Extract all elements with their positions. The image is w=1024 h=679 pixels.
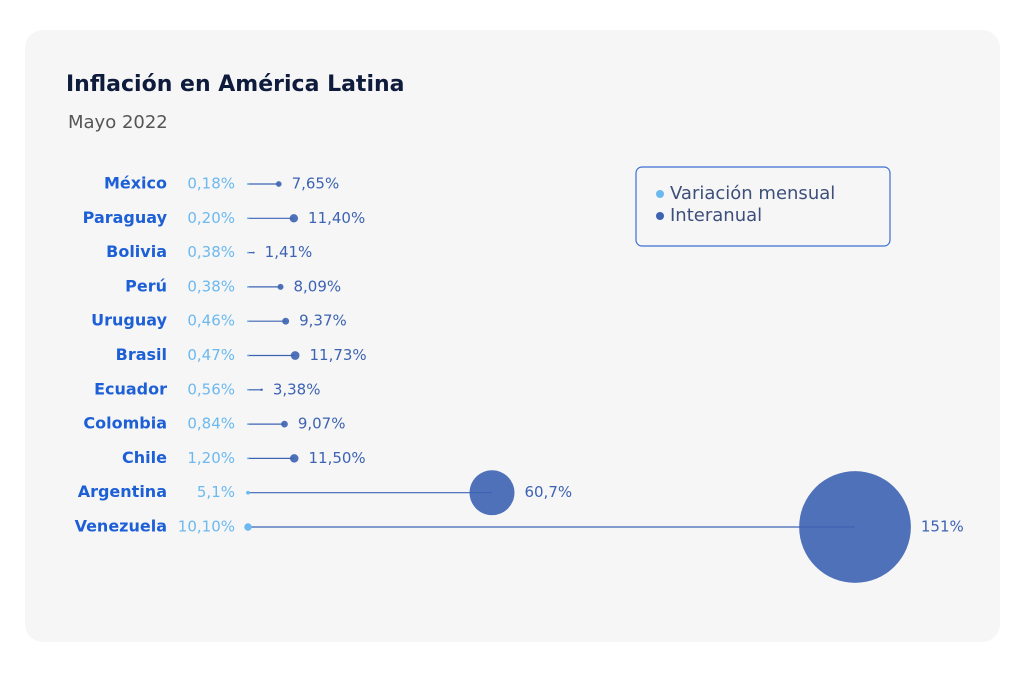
annual-label: 11,40%	[308, 209, 365, 227]
annual-label: 7,65%	[292, 175, 340, 193]
monthly-dot	[247, 457, 249, 460]
category-label: Paraguay	[83, 208, 168, 227]
category-label: Uruguay	[91, 311, 167, 330]
annual-bubble	[799, 471, 911, 583]
annual-bubble	[290, 351, 300, 360]
monthly-label: 1,20%	[187, 449, 235, 467]
monthly-dot	[247, 423, 249, 426]
monthly-label: 5,1%	[197, 483, 235, 501]
monthly-label: 0,84%	[187, 415, 235, 433]
annual-bubble	[252, 251, 255, 254]
monthly-label: 0,38%	[187, 243, 235, 261]
annual-label: 3,38%	[273, 380, 321, 398]
annual-label: 1,41%	[265, 243, 313, 261]
annual-bubble	[469, 470, 515, 516]
legend-swatch	[656, 212, 664, 220]
annual-label: 9,37%	[299, 312, 347, 330]
annual-bubble	[275, 181, 282, 187]
category-label: Colombia	[83, 414, 167, 433]
annual-bubble	[282, 317, 290, 325]
card	[25, 30, 1000, 642]
annual-bubble	[277, 283, 284, 290]
category-label: Brasil	[116, 345, 167, 364]
monthly-dot	[247, 217, 249, 220]
monthly-dot	[247, 285, 249, 288]
annual-bubble	[289, 454, 299, 463]
annual-bubble	[281, 420, 288, 428]
annual-bubble	[260, 388, 263, 392]
monthly-label: 0,47%	[187, 346, 235, 364]
category-label: Venezuela	[75, 517, 167, 536]
annual-label: 11,50%	[308, 449, 365, 467]
monthly-label: 0,46%	[187, 312, 235, 330]
monthly-dot	[247, 320, 249, 323]
annual-bubble	[289, 214, 299, 223]
chart-subtitle: Mayo 2022	[68, 112, 168, 133]
category-label: Perú	[125, 276, 167, 295]
annual-label: 9,07%	[298, 415, 346, 433]
legend-swatch	[656, 190, 664, 198]
category-label: Bolivia	[106, 242, 167, 261]
category-label: Chile	[122, 448, 167, 467]
monthly-dot	[247, 388, 249, 391]
category-label: Argentina	[78, 482, 167, 501]
annual-label: 60,7%	[524, 483, 572, 501]
legend-box	[635, 166, 891, 247]
monthly-label: 0,38%	[187, 277, 235, 295]
category-label: Ecuador	[94, 379, 167, 398]
annual-label: 8,09%	[294, 277, 342, 295]
monthly-label: 0,18%	[187, 175, 235, 193]
monthly-label: 10,10%	[178, 518, 235, 536]
monthly-dot	[247, 354, 249, 357]
monthly-dot	[247, 251, 249, 254]
monthly-label: 0,56%	[187, 380, 235, 398]
legend-label: Variación mensual	[670, 183, 835, 204]
legend-label: Interanual	[670, 205, 762, 226]
chart-title: Inflación en América Latina	[66, 72, 405, 97]
monthly-dot	[244, 523, 252, 531]
monthly-dot	[247, 183, 249, 185]
category-label: México	[104, 174, 167, 193]
annual-label: 151%	[921, 518, 964, 536]
monthly-label: 0,20%	[187, 209, 235, 227]
monthly-dot	[246, 490, 250, 495]
annual-label: 11,73%	[309, 346, 366, 364]
